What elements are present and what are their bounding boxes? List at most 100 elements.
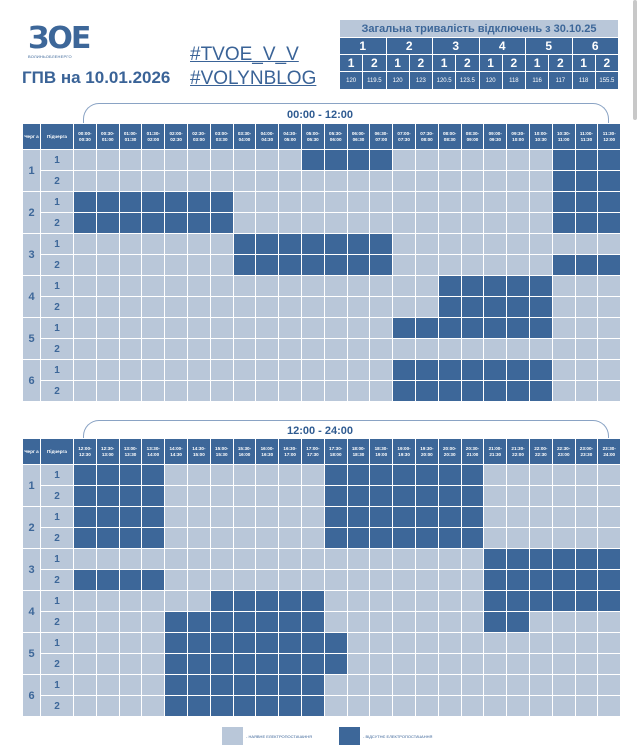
cell-power-on <box>597 296 622 318</box>
cell-outage <box>597 548 622 570</box>
cell-power-on <box>141 170 166 192</box>
cell-power-on <box>483 653 508 675</box>
cell-power-on <box>414 338 439 360</box>
cell-power-on <box>232 506 257 528</box>
cell-power-on <box>209 506 234 528</box>
cell-power-on <box>346 590 371 612</box>
cell-outage <box>414 527 439 549</box>
cell-power-on <box>141 674 166 696</box>
cell-power-on <box>460 338 485 360</box>
cell-power-on <box>483 170 508 192</box>
cell-power-on <box>528 233 553 255</box>
cell-power-on <box>255 170 280 192</box>
header-queue: Черг а <box>22 438 41 465</box>
summary-subgroup: 1 <box>478 54 503 72</box>
cell-power-on <box>186 296 211 318</box>
cell-power-on <box>528 485 553 507</box>
cell-power-on <box>141 548 166 570</box>
cell-power-on <box>95 296 120 318</box>
cell-power-on <box>323 212 348 234</box>
cell-outage <box>73 464 97 486</box>
cell-outage <box>369 485 394 507</box>
cell-power-on <box>95 233 120 255</box>
cell-power-on <box>369 296 394 318</box>
cell-power-on <box>346 359 371 381</box>
cell-power-on <box>369 611 394 633</box>
cell-power-on <box>483 212 508 234</box>
cell-power-on <box>346 275 371 297</box>
header-time-slot: 00:00- 00:30 <box>73 123 97 150</box>
cell-power-on <box>323 380 348 402</box>
cell-power-on <box>597 380 622 402</box>
cell-power-on <box>551 380 576 402</box>
cell-power-on <box>255 317 280 339</box>
cell-power-on <box>300 569 325 591</box>
cell-outage <box>232 254 257 276</box>
cell-power-on <box>346 170 371 192</box>
table-row: 2 <box>23 296 622 318</box>
header-time-slot: 13:00- 13:30 <box>118 438 143 465</box>
cell-power-on <box>346 569 371 591</box>
logo-text: ВОЛИНЬОБЛЕНЕРГО <box>28 54 72 59</box>
cell-power-on <box>483 254 508 276</box>
cell-power-on <box>597 485 622 507</box>
cell-outage <box>483 590 508 612</box>
cell-power-on <box>278 212 302 234</box>
outage-summary-table: Загальна тривалість відключень з 30.10.2… <box>338 19 620 90</box>
cell-power-on <box>232 464 257 486</box>
cell-power-on <box>574 317 599 339</box>
cell-power-on <box>209 359 234 381</box>
legend-off: - ВІДСУТНЄ ЕЛЕКТРОПОСТАЧАННЯ <box>339 727 432 745</box>
cell-power-on <box>186 170 211 192</box>
header-time-slot: 12:00- 12:30 <box>73 438 97 465</box>
cell-power-on <box>118 695 143 717</box>
cell-power-on <box>209 527 234 549</box>
cell-power-on <box>300 359 325 381</box>
cell-outage <box>118 212 143 234</box>
cell-power-on <box>278 380 302 402</box>
cell-outage <box>73 506 97 528</box>
summary-group: 6 <box>571 37 619 55</box>
cell-power-on <box>141 338 166 360</box>
cell-outage <box>369 506 394 528</box>
cell-power-on <box>597 275 622 297</box>
cell-power-on <box>392 191 416 213</box>
cell-power-on <box>95 632 120 654</box>
cell-outage <box>460 464 485 486</box>
summary-value: 118 <box>501 71 527 90</box>
cell-outage <box>255 233 280 255</box>
cell-outage <box>528 380 553 402</box>
hashtag-volynblog[interactable]: #VOLYNBLOG <box>190 68 317 89</box>
cell-power-on <box>574 632 599 654</box>
cell-power-on <box>597 233 622 255</box>
cell-outage <box>209 695 234 717</box>
cell-outage <box>346 527 371 549</box>
cell-power-on <box>323 590 348 612</box>
cell-outage <box>369 527 394 549</box>
cell-power-on <box>346 296 371 318</box>
cell-outage <box>483 380 508 402</box>
cell-outage <box>95 569 120 591</box>
cell-outage <box>551 170 576 192</box>
cell-power-on <box>323 191 348 213</box>
header-time-slot: 02:00- 02:30 <box>164 123 188 150</box>
cell-power-on <box>255 569 280 591</box>
scrollbar[interactable] <box>633 0 637 120</box>
header-time-slot: 02:30- 03:00 <box>186 123 211 150</box>
cell-power-on <box>164 506 188 528</box>
cell-power-on <box>392 233 416 255</box>
header-time-slot: 20:30- 21:00 <box>460 438 485 465</box>
cell-outage <box>186 632 211 654</box>
cell-outage <box>323 464 348 486</box>
cell-power-on <box>118 674 143 696</box>
cell-outage <box>574 548 599 570</box>
cell-power-on <box>460 569 485 591</box>
subqueue-number: 1 <box>40 233 74 255</box>
hashtag-tvoe[interactable]: #TVOE_V_V <box>190 44 299 65</box>
cell-power-on <box>597 695 622 717</box>
cell-power-on <box>506 653 530 675</box>
cell-power-on <box>141 611 166 633</box>
cell-power-on <box>506 191 530 213</box>
cell-outage <box>597 149 622 171</box>
